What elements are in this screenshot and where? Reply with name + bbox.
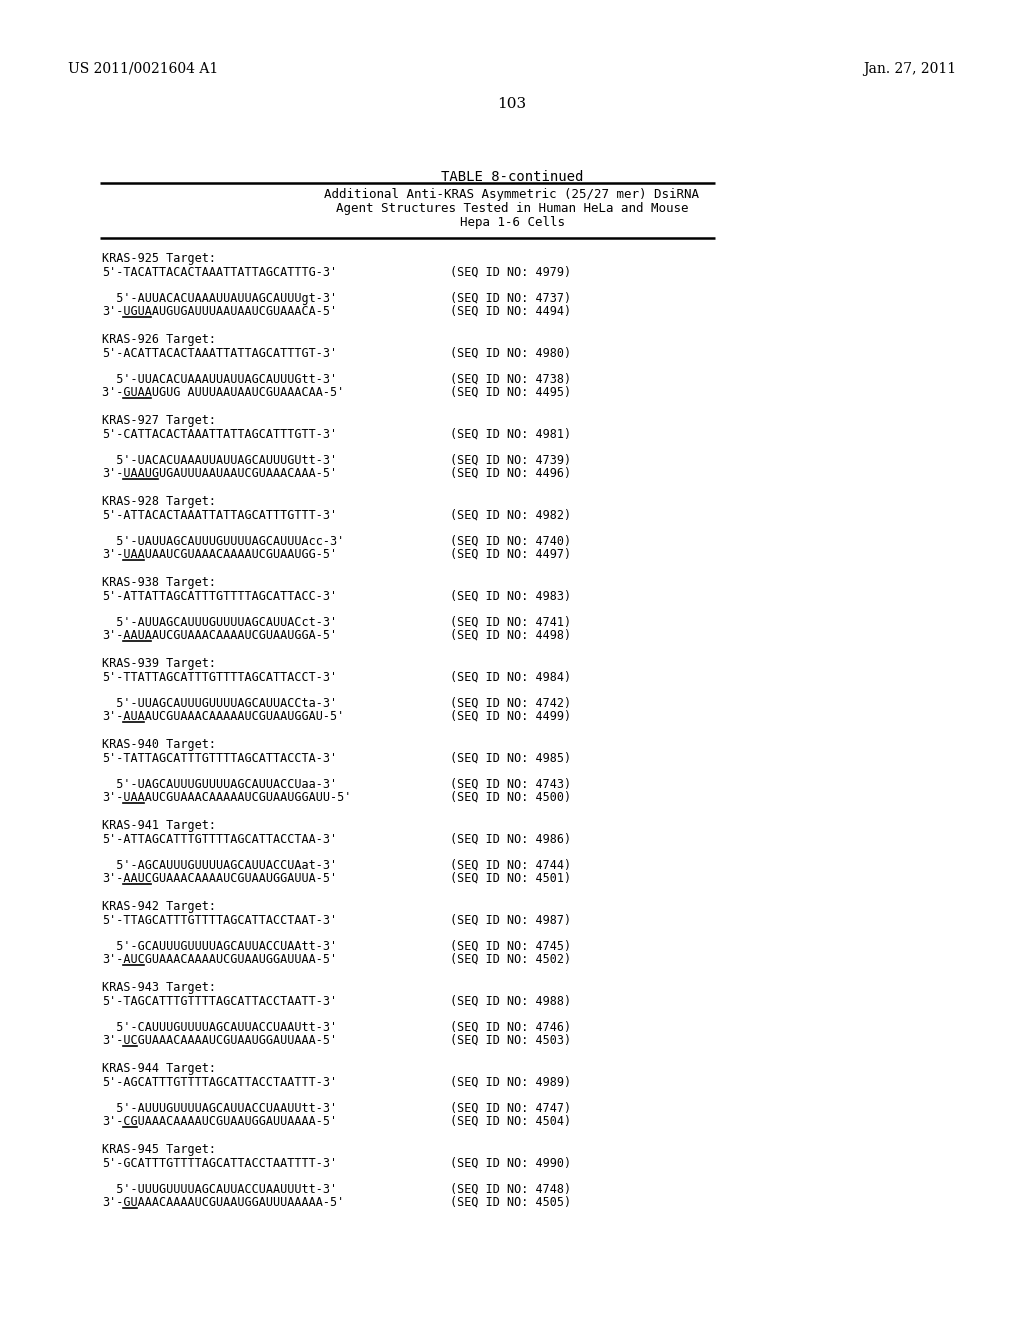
Text: 3'-CGUAAACAAAAUCGUAAUGGAUUAAAA-5': 3'-CGUAAACAAAAUCGUAAUGGAUUAAAA-5'	[102, 1115, 337, 1129]
Text: (SEQ ID NO: 4988): (SEQ ID NO: 4988)	[450, 995, 571, 1008]
Text: (SEQ ID NO: 4502): (SEQ ID NO: 4502)	[450, 953, 571, 966]
Text: KRAS-944 Target:: KRAS-944 Target:	[102, 1063, 216, 1074]
Text: (SEQ ID NO: 4505): (SEQ ID NO: 4505)	[450, 1196, 571, 1209]
Text: KRAS-942 Target:: KRAS-942 Target:	[102, 900, 216, 913]
Text: (SEQ ID NO: 4744): (SEQ ID NO: 4744)	[450, 859, 571, 873]
Text: (SEQ ID NO: 4494): (SEQ ID NO: 4494)	[450, 305, 571, 318]
Text: (SEQ ID NO: 4504): (SEQ ID NO: 4504)	[450, 1115, 571, 1129]
Text: 5'-UACACUAAAUUAUUAGCAUUUGUtt-3': 5'-UACACUAAAUUAUUAGCAUUUGUtt-3'	[102, 454, 337, 467]
Text: (SEQ ID NO: 4739): (SEQ ID NO: 4739)	[450, 454, 571, 467]
Text: (SEQ ID NO: 4741): (SEQ ID NO: 4741)	[450, 616, 571, 630]
Text: KRAS-939 Target:: KRAS-939 Target:	[102, 657, 216, 671]
Text: 5'-AUUACACUAAAUUAUUAGCAUUUgt-3': 5'-AUUACACUAAAUUAUUAGCAUUUgt-3'	[102, 292, 337, 305]
Text: KRAS-938 Target:: KRAS-938 Target:	[102, 576, 216, 589]
Text: KRAS-945 Target:: KRAS-945 Target:	[102, 1143, 216, 1156]
Text: 5'-ATTATTAGCATTTGTTTTAGCATTACC-3': 5'-ATTATTAGCATTTGTTTTAGCATTACC-3'	[102, 590, 337, 603]
Text: 5'-AGCAUUUGUUUUAGCAUUACCUAat-3': 5'-AGCAUUUGUUUUAGCAUUACCUAat-3'	[102, 859, 337, 873]
Text: KRAS-940 Target:: KRAS-940 Target:	[102, 738, 216, 751]
Text: 3'-GUAAUGUG AUUUAAUAAUCGUAAACAA-5': 3'-GUAAUGUG AUUUAAUAAUCGUAAACAA-5'	[102, 385, 344, 399]
Text: (SEQ ID NO: 4980): (SEQ ID NO: 4980)	[450, 347, 571, 360]
Text: (SEQ ID NO: 4738): (SEQ ID NO: 4738)	[450, 374, 571, 385]
Text: (SEQ ID NO: 4501): (SEQ ID NO: 4501)	[450, 873, 571, 884]
Text: 5'-GCATTTGTTTTAGCATTACCTAATTTT-3': 5'-GCATTTGTTTTAGCATTACCTAATTTT-3'	[102, 1158, 337, 1170]
Text: KRAS-925 Target:: KRAS-925 Target:	[102, 252, 216, 265]
Text: 5'-ATTAGCATTTGTTTTAGCATTACCTAA-3': 5'-ATTAGCATTTGTTTTAGCATTACCTAA-3'	[102, 833, 337, 846]
Text: 3'-UCGUAAACAAAAUCGUAAUGGAUUAAA-5': 3'-UCGUAAACAAAAUCGUAAUGGAUUAAA-5'	[102, 1034, 337, 1047]
Text: (SEQ ID NO: 4742): (SEQ ID NO: 4742)	[450, 697, 571, 710]
Text: (SEQ ID NO: 4982): (SEQ ID NO: 4982)	[450, 510, 571, 521]
Text: 103: 103	[498, 96, 526, 111]
Text: Hepa 1-6 Cells: Hepa 1-6 Cells	[460, 216, 564, 228]
Text: Agent Structures Tested in Human HeLa and Mouse: Agent Structures Tested in Human HeLa an…	[336, 202, 688, 215]
Text: 5'-UUACACUAAAUUAUUAGCAUUUGtt-3': 5'-UUACACUAAAUUAUUAGCAUUUGtt-3'	[102, 374, 337, 385]
Text: (SEQ ID NO: 4745): (SEQ ID NO: 4745)	[450, 940, 571, 953]
Text: 3'-GUAAACAAAAUCGUAAUGGAUUUAAAAA-5': 3'-GUAAACAAAAUCGUAAUGGAUUUAAAAA-5'	[102, 1196, 344, 1209]
Text: (SEQ ID NO: 4495): (SEQ ID NO: 4495)	[450, 385, 571, 399]
Text: (SEQ ID NO: 4987): (SEQ ID NO: 4987)	[450, 913, 571, 927]
Text: 5'-UAGCAUUUGUUUUAGCAUUACCUaa-3': 5'-UAGCAUUUGUUUUAGCAUUACCUaa-3'	[102, 777, 337, 791]
Text: (SEQ ID NO: 4499): (SEQ ID NO: 4499)	[450, 710, 571, 723]
Text: (SEQ ID NO: 4981): (SEQ ID NO: 4981)	[450, 428, 571, 441]
Text: (SEQ ID NO: 4986): (SEQ ID NO: 4986)	[450, 833, 571, 846]
Text: (SEQ ID NO: 4500): (SEQ ID NO: 4500)	[450, 791, 571, 804]
Text: US 2011/0021604 A1: US 2011/0021604 A1	[68, 62, 218, 77]
Text: (SEQ ID NO: 4498): (SEQ ID NO: 4498)	[450, 630, 571, 642]
Text: (SEQ ID NO: 4990): (SEQ ID NO: 4990)	[450, 1158, 571, 1170]
Text: KRAS-926 Target:: KRAS-926 Target:	[102, 333, 216, 346]
Text: 5'-ATTACACTAAATTATTAGCATTTGTTT-3': 5'-ATTACACTAAATTATTAGCATTTGTTT-3'	[102, 510, 337, 521]
Text: 5'-CAUUUGUUUUAGCAUUACCUAAUtt-3': 5'-CAUUUGUUUUAGCAUUACCUAAUtt-3'	[102, 1020, 337, 1034]
Text: (SEQ ID NO: 4746): (SEQ ID NO: 4746)	[450, 1020, 571, 1034]
Text: 5'-UAUUAGCAUUUGUUUUAGCAUUUAcc-3': 5'-UAUUAGCAUUUGUUUUAGCAUUUAcc-3'	[102, 535, 344, 548]
Text: (SEQ ID NO: 4503): (SEQ ID NO: 4503)	[450, 1034, 571, 1047]
Text: KRAS-941 Target:: KRAS-941 Target:	[102, 818, 216, 832]
Text: 3'-UAAAUCGUAAACAAAAAUCGUAAUGGAUU-5': 3'-UAAAUCGUAAACAAAAAUCGUAAUGGAUU-5'	[102, 791, 351, 804]
Text: 3'-UGUAAUGUGAUUUAAUAAUCGUAAACA-5': 3'-UGUAAUGUGAUUUAAUAAUCGUAAACA-5'	[102, 305, 337, 318]
Text: 5'-GCAUUUGUUUUAGCAUUACCUAAtt-3': 5'-GCAUUUGUUUUAGCAUUACCUAAtt-3'	[102, 940, 337, 953]
Text: (SEQ ID NO: 4737): (SEQ ID NO: 4737)	[450, 292, 571, 305]
Text: TABLE 8-continued: TABLE 8-continued	[440, 170, 584, 183]
Text: (SEQ ID NO: 4979): (SEQ ID NO: 4979)	[450, 267, 571, 279]
Text: 3'-AUCGUAAACAAAAUCGUAAUGGAUUAA-5': 3'-AUCGUAAACAAAAUCGUAAUGGAUUAA-5'	[102, 953, 337, 966]
Text: 5'-UUAGCAUUUGUUUUAGCAUUACCta-3': 5'-UUAGCAUUUGUUUUAGCAUUACCta-3'	[102, 697, 337, 710]
Text: 5'-TTAGCATTTGTTTTAGCATTACCTAAT-3': 5'-TTAGCATTTGTTTTAGCATTACCTAAT-3'	[102, 913, 337, 927]
Text: (SEQ ID NO: 4983): (SEQ ID NO: 4983)	[450, 590, 571, 603]
Text: KRAS-928 Target:: KRAS-928 Target:	[102, 495, 216, 508]
Text: 5'-TACATTACACTAAATTATTAGCATTTG-3': 5'-TACATTACACTAAATTATTAGCATTTG-3'	[102, 267, 337, 279]
Text: 5'-ACATTACACTAAATTATTAGCATTTGT-3': 5'-ACATTACACTAAATTATTAGCATTTGT-3'	[102, 347, 337, 360]
Text: (SEQ ID NO: 4984): (SEQ ID NO: 4984)	[450, 671, 571, 684]
Text: Jan. 27, 2011: Jan. 27, 2011	[863, 62, 956, 77]
Text: Additional Anti-KRAS Asymmetric (25/27 mer) DsiRNA: Additional Anti-KRAS Asymmetric (25/27 m…	[325, 187, 699, 201]
Text: (SEQ ID NO: 4748): (SEQ ID NO: 4748)	[450, 1183, 571, 1196]
Text: (SEQ ID NO: 4740): (SEQ ID NO: 4740)	[450, 535, 571, 548]
Text: KRAS-927 Target:: KRAS-927 Target:	[102, 414, 216, 426]
Text: (SEQ ID NO: 4743): (SEQ ID NO: 4743)	[450, 777, 571, 791]
Text: 5'-TAGCATTTGTTTTAGCATTACCTAATT-3': 5'-TAGCATTTGTTTTAGCATTACCTAATT-3'	[102, 995, 337, 1008]
Text: 5'-TTATTAGCATTTGTTTTAGCATTACCT-3': 5'-TTATTAGCATTTGTTTTAGCATTACCT-3'	[102, 671, 337, 684]
Text: 5'-AUUUGUUUUAGCAUUACCUAAUUtt-3': 5'-AUUUGUUUUAGCAUUACCUAAUUtt-3'	[102, 1102, 337, 1115]
Text: 5'-AUUAGCAUUUGUUUUAGCAUUACct-3': 5'-AUUAGCAUUUGUUUUAGCAUUACct-3'	[102, 616, 337, 630]
Text: 3'-AUAAUCGUAAACAAAAAUCGUAAUGGAU-5': 3'-AUAAUCGUAAACAAAAAUCGUAAUGGAU-5'	[102, 710, 344, 723]
Text: 5'-AGCATTTGTTTTAGCATTACCTAATTT-3': 5'-AGCATTTGTTTTAGCATTACCTAATTT-3'	[102, 1076, 337, 1089]
Text: 3'-AAUCGUAAACAAAAUCGUAAUGGAUUA-5': 3'-AAUCGUAAACAAAAUCGUAAUGGAUUA-5'	[102, 873, 337, 884]
Text: (SEQ ID NO: 4985): (SEQ ID NO: 4985)	[450, 752, 571, 766]
Text: 5'-CATTACACTAAATTATTAGCATTTGTT-3': 5'-CATTACACTAAATTATTAGCATTTGTT-3'	[102, 428, 337, 441]
Text: 5'-TATTAGCATTTGTTTTAGCATTACCTA-3': 5'-TATTAGCATTTGTTTTAGCATTACCTA-3'	[102, 752, 337, 766]
Text: (SEQ ID NO: 4747): (SEQ ID NO: 4747)	[450, 1102, 571, 1115]
Text: 5'-UUUGUUUUAGCAUUACCUAAUUUtt-3': 5'-UUUGUUUUAGCAUUACCUAAUUUtt-3'	[102, 1183, 337, 1196]
Text: KRAS-943 Target:: KRAS-943 Target:	[102, 981, 216, 994]
Text: 3'-UAAUGUGAUUUAAUAAUCGUAAACAAA-5': 3'-UAAUGUGAUUUAAUAAUCGUAAACAAA-5'	[102, 467, 337, 480]
Text: (SEQ ID NO: 4496): (SEQ ID NO: 4496)	[450, 467, 571, 480]
Text: 3'-UAAUAAUCGUAAACAAAAUCGUAAUGG-5': 3'-UAAUAAUCGUAAACAAAAUCGUAAUGG-5'	[102, 548, 337, 561]
Text: (SEQ ID NO: 4497): (SEQ ID NO: 4497)	[450, 548, 571, 561]
Text: 3'-AAUAAUCGUAAACAAAAUCGUAAUGGA-5': 3'-AAUAAUCGUAAACAAAAUCGUAAUGGA-5'	[102, 630, 337, 642]
Text: (SEQ ID NO: 4989): (SEQ ID NO: 4989)	[450, 1076, 571, 1089]
